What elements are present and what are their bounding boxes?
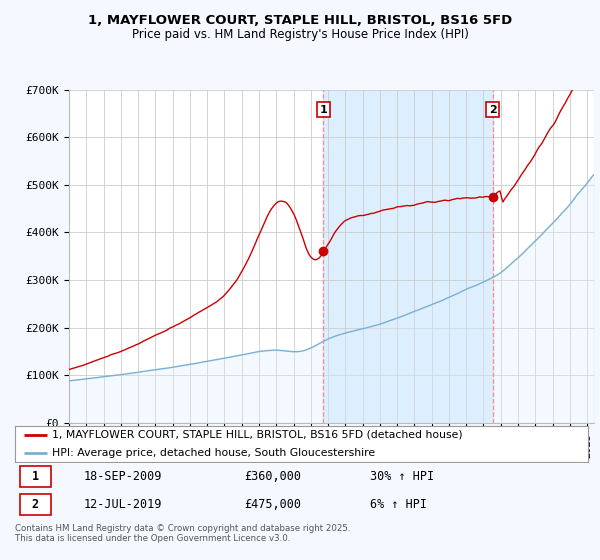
- Bar: [323, 90, 493, 423]
- Text: 12-JUL-2019: 12-JUL-2019: [84, 498, 162, 511]
- Text: Contains HM Land Registry data © Crown copyright and database right 2025.
This d: Contains HM Land Registry data © Crown c…: [15, 524, 350, 543]
- Text: 2: 2: [489, 105, 497, 115]
- Text: HPI: Average price, detached house, South Gloucestershire: HPI: Average price, detached house, Sout…: [52, 448, 376, 458]
- Text: Price paid vs. HM Land Registry's House Price Index (HPI): Price paid vs. HM Land Registry's House …: [131, 28, 469, 41]
- FancyBboxPatch shape: [20, 466, 51, 487]
- Text: 1: 1: [319, 105, 327, 115]
- Text: 2: 2: [31, 498, 38, 511]
- Text: 6% ↑ HPI: 6% ↑ HPI: [370, 498, 427, 511]
- Text: 1: 1: [31, 470, 38, 483]
- Text: 30% ↑ HPI: 30% ↑ HPI: [370, 470, 434, 483]
- Text: 1, MAYFLOWER COURT, STAPLE HILL, BRISTOL, BS16 5FD (detached house): 1, MAYFLOWER COURT, STAPLE HILL, BRISTOL…: [52, 430, 463, 440]
- Text: £360,000: £360,000: [244, 470, 301, 483]
- FancyBboxPatch shape: [20, 494, 51, 515]
- Text: 1, MAYFLOWER COURT, STAPLE HILL, BRISTOL, BS16 5FD: 1, MAYFLOWER COURT, STAPLE HILL, BRISTOL…: [88, 14, 512, 27]
- Text: £475,000: £475,000: [244, 498, 301, 511]
- Text: 18-SEP-2009: 18-SEP-2009: [84, 470, 162, 483]
